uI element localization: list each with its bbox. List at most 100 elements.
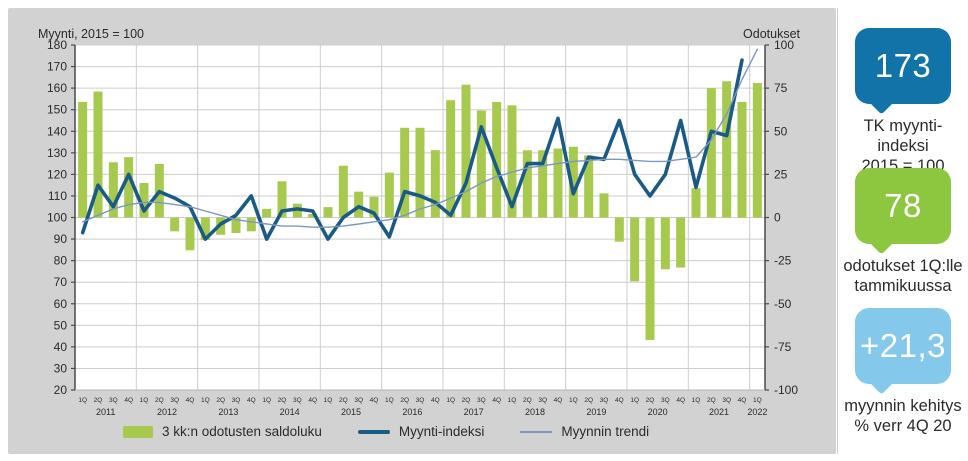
svg-text:60: 60 [54, 297, 68, 311]
svg-text:4Q: 4Q [554, 397, 563, 404]
svg-text:170: 170 [47, 60, 67, 74]
svg-text:1Q: 1Q [692, 397, 701, 404]
kpi-label-line2: % verr 4Q 20 [854, 416, 952, 435]
svg-text:150: 150 [47, 103, 67, 117]
svg-text:4Q: 4Q [492, 397, 501, 404]
svg-text:4Q: 4Q [124, 397, 133, 404]
svg-text:2014: 2014 [280, 407, 300, 417]
kpi-sales-growth: +21,3 myynnin kehitys % verr 4Q 20 [838, 308, 968, 437]
svg-text:2020: 2020 [648, 407, 668, 417]
svg-text:1Q: 1Q [385, 397, 394, 404]
svg-text:-100: -100 [774, 383, 798, 397]
svg-text:2016: 2016 [402, 407, 422, 417]
kpi-label-line1: odotukset 1Q:lle [843, 257, 963, 275]
svg-text:75: 75 [774, 81, 788, 95]
svg-text:3Q: 3Q [722, 397, 731, 404]
legend-label-saldoluku: 3 kk:n odotusten saldoluku [162, 424, 322, 439]
svg-text:3Q: 3Q [477, 397, 486, 404]
kpi-sales-index: 173 TK myynti-indeksi 2015 = 100 [838, 28, 968, 176]
svg-text:2Q: 2Q [339, 397, 348, 404]
svg-text:2Q: 2Q [216, 397, 225, 404]
svg-text:110: 110 [48, 189, 67, 203]
svg-text:40: 40 [54, 340, 68, 354]
svg-text:160: 160 [47, 81, 67, 95]
svg-text:70: 70 [54, 275, 68, 289]
speech-bubble-green: 78 [855, 168, 951, 255]
kpi-expectations: 78 odotukset 1Q:lle tammikuussa [838, 168, 968, 297]
svg-text:1Q: 1Q [324, 397, 333, 404]
svg-text:3Q: 3Q [538, 397, 547, 404]
svg-text:2011: 2011 [96, 407, 115, 417]
svg-text:2Q: 2Q [584, 397, 593, 404]
legend-item-myynnin-trendi: Myynnin trendi [520, 424, 649, 439]
kpi-label-line1: myynnin kehitys [844, 397, 962, 415]
svg-text:1Q: 1Q [262, 397, 271, 404]
svg-text:4Q: 4Q [308, 397, 317, 404]
svg-text:3Q: 3Q [600, 397, 609, 404]
svg-text:-25: -25 [774, 254, 792, 268]
svg-text:140: 140 [47, 124, 67, 138]
svg-text:180: 180 [47, 38, 67, 52]
legend-item-myynti-indeksi: Myynti-indeksi [357, 424, 485, 439]
speech-bubble-lightblue: +21,3 [855, 308, 951, 395]
svg-text:1Q: 1Q [508, 397, 517, 404]
svg-text:2013: 2013 [218, 407, 238, 417]
svg-text:0: 0 [774, 211, 781, 225]
kpi-label: TK myynti-indeksi 2015 = 100 [838, 117, 968, 176]
svg-text:50: 50 [54, 318, 68, 332]
svg-text:2Q: 2Q [707, 397, 716, 404]
svg-text:3Q: 3Q [661, 397, 670, 404]
kpi-label-line1: TK myynti-indeksi [863, 117, 943, 155]
svg-text:1Q: 1Q [446, 397, 455, 404]
svg-text:1Q: 1Q [630, 397, 639, 404]
svg-text:2012: 2012 [157, 407, 177, 417]
kpi-value: 173 [874, 47, 932, 84]
svg-text:4Q: 4Q [247, 397, 256, 404]
sales-chart-panel: Myynti, 2015 = 100 Odotukset 20 30 40 50 60 70 8… [8, 8, 836, 454]
bar-swatch-icon [123, 425, 153, 438]
bubble-tail [869, 90, 894, 115]
svg-text:Myynti, 2015 = 100: Myynti, 2015 = 100 [38, 27, 144, 41]
kpi-panel: 173 TK myynti-indeksi 2015 = 100 78 odot… [837, 8, 968, 454]
bubble-tail [869, 370, 894, 395]
trend-swatch-icon [520, 430, 553, 433]
svg-text:80: 80 [54, 254, 68, 268]
legend-item-saldoluku: 3 kk:n odotusten saldoluku [123, 424, 322, 439]
svg-text:3Q: 3Q [109, 397, 118, 404]
svg-text:1Q: 1Q [753, 397, 762, 404]
legend-label-myynti-indeksi: Myynti-indeksi [398, 424, 485, 439]
svg-text:2Q: 2Q [400, 397, 409, 404]
svg-text:130: 130 [47, 146, 67, 160]
kpi-label: odotukset 1Q:lle tammikuussa [838, 257, 968, 297]
svg-text:4Q: 4Q [615, 397, 624, 404]
svg-text:3Q: 3Q [232, 397, 241, 404]
svg-text:2018: 2018 [525, 407, 545, 417]
kpi-label: myynnin kehitys % verr 4Q 20 [838, 397, 968, 437]
svg-text:2019: 2019 [586, 407, 606, 417]
svg-text:2021: 2021 [709, 407, 729, 417]
svg-text:1Q: 1Q [78, 397, 87, 404]
svg-text:-50: -50 [774, 297, 792, 311]
svg-text:3Q: 3Q [293, 397, 302, 404]
svg-text:2Q: 2Q [523, 397, 532, 404]
chart-legend: 3 kk:n odotusten saldoluku Myynti-indeks… [123, 424, 649, 439]
svg-text:1Q: 1Q [140, 397, 149, 404]
svg-text:120: 120 [47, 167, 67, 181]
svg-text:50: 50 [774, 124, 788, 138]
kpi-value: +21,3 [860, 327, 946, 364]
svg-text:1Q: 1Q [201, 397, 210, 404]
svg-text:4Q: 4Q [431, 397, 440, 404]
svg-text:2Q: 2Q [94, 397, 103, 404]
legend-label-myynnin-trendi: Myynnin trendi [561, 424, 650, 439]
svg-text:25: 25 [774, 167, 788, 181]
svg-text:2017: 2017 [464, 407, 484, 417]
svg-text:2Q: 2Q [462, 397, 471, 404]
svg-text:4Q: 4Q [738, 397, 747, 404]
svg-text:3Q: 3Q [416, 397, 425, 404]
svg-text:3Q: 3Q [354, 397, 363, 404]
svg-text:20: 20 [54, 383, 68, 397]
svg-text:4Q: 4Q [370, 397, 379, 404]
svg-text:2Q: 2Q [278, 397, 287, 404]
svg-text:100: 100 [47, 211, 67, 225]
svg-text:2015: 2015 [341, 407, 361, 417]
